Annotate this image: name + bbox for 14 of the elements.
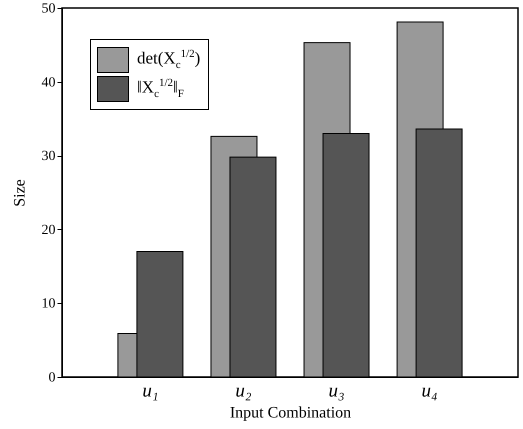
x-tick-label: u₄: [422, 380, 438, 402]
x-tick-label: u₃: [328, 380, 345, 402]
legend-label: ‖X$_{c}$$^{1/2}$‖$_{F}$: [137, 77, 184, 101]
x-tick-label: u₂: [235, 380, 252, 402]
x-tick-label: u₁: [142, 380, 158, 402]
y-axis-title: Size: [12, 179, 28, 207]
y-tick-label: 50: [42, 2, 56, 16]
y-tick-label: 30: [42, 149, 56, 164]
y-tick-label: 20: [42, 222, 56, 238]
legend-label: det(X$_{c}$$^{1/2}$): [137, 48, 200, 72]
y-tick-label: 10: [42, 296, 56, 312]
x-axis-title: Input Combination: [230, 404, 352, 422]
y-tick-label: 40: [42, 75, 56, 90]
y-tick-label: 0: [48, 370, 56, 386]
